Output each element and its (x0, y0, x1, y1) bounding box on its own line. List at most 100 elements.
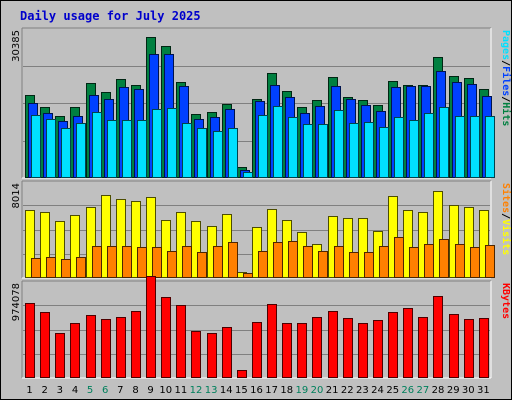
legend-visits: Visits (500, 219, 512, 255)
x-tick-label: 31 (477, 385, 490, 396)
bar-sites-day-13 (213, 246, 223, 278)
bar-kbytes-day-30 (464, 319, 474, 378)
x-tick-label: 30 (462, 385, 475, 396)
x-tick-label: 19 (296, 385, 309, 396)
x-tick-label: 6 (102, 385, 108, 396)
bar-pages-day-2 (46, 119, 56, 178)
bar-kbytes-day-25 (388, 312, 398, 378)
bar-sites-day-17 (273, 242, 283, 278)
bar-pages-day-31 (485, 116, 495, 178)
bar-kbytes-day-2 (40, 312, 50, 378)
x-tick-label: 23 (356, 385, 369, 396)
bar-sites-day-5 (92, 246, 102, 278)
bar-pages-day-27 (424, 113, 434, 178)
bar-pages-day-19 (303, 124, 313, 178)
x-tick-label: 21 (326, 385, 339, 396)
bar-pages-day-25 (394, 117, 404, 178)
x-tick-label: 26 (401, 385, 414, 396)
panel-hits-files-pages-legend: Pages/Files/Hits (500, 30, 512, 126)
bar-kbytes-day-9 (146, 276, 156, 378)
bar-kbytes-day-5 (86, 315, 96, 378)
x-tick-label: 4 (72, 385, 78, 396)
bar-kbytes-day-19 (297, 323, 307, 378)
bar-pages-day-20 (318, 124, 328, 178)
x-tick-label: 25 (386, 385, 399, 396)
bar-kbytes-day-20 (312, 317, 322, 378)
bar-visits-day-2 (40, 212, 50, 278)
bar-kbytes-day-4 (70, 323, 80, 378)
bar-sites-day-30 (470, 247, 480, 278)
bar-sites-day-19 (303, 246, 313, 278)
x-tick-label: 27 (417, 385, 430, 396)
x-tick-label: 29 (447, 385, 460, 396)
bar-sites-day-23 (364, 252, 374, 278)
bar-pages-day-11 (182, 123, 192, 178)
bar-sites-day-25 (394, 237, 404, 278)
bar-pages-day-29 (455, 116, 465, 178)
bar-pages-day-23 (364, 122, 374, 178)
bar-pages-day-26 (409, 120, 419, 178)
bar-sites-day-6 (107, 246, 117, 278)
panel-visits-sites-ymax-label: 8014 (11, 183, 22, 208)
x-tick-label: 20 (311, 385, 324, 396)
bar-pages-day-1 (31, 115, 41, 178)
bar-kbytes-day-1 (25, 303, 35, 378)
x-tick-label: 18 (280, 385, 293, 396)
bar-kbytes-day-10 (161, 297, 171, 378)
bar-sites-day-7 (122, 246, 132, 278)
x-tick-label: 10 (159, 385, 172, 396)
bar-sites-day-2 (46, 257, 56, 278)
bar-visits-day-30 (464, 207, 474, 278)
bar-kbytes-day-29 (449, 314, 459, 378)
bar-pages-day-4 (76, 123, 86, 178)
bar-sites-day-21 (334, 246, 344, 278)
bar-visits-day-8 (131, 201, 141, 278)
x-tick-label: 9 (147, 385, 153, 396)
bar-pages-day-22 (349, 123, 359, 178)
bar-pages-day-5 (92, 112, 102, 178)
legend-pages: Pages (500, 30, 511, 60)
bar-sites-day-20 (318, 251, 328, 278)
bar-pages-day-6 (107, 120, 117, 178)
panel-kbytes-legend: KBytes (500, 283, 511, 319)
panel-kbytes-ymax-label: 974078 (11, 283, 22, 321)
bar-sites-day-15 (243, 273, 253, 278)
bar-kbytes-day-24 (373, 320, 383, 378)
bar-visits-day-7 (116, 199, 126, 278)
legend-files: Files (500, 66, 512, 96)
bar-pages-day-24 (379, 127, 389, 178)
bar-sites-day-9 (152, 247, 162, 278)
bar-pages-day-28 (439, 107, 449, 178)
bar-sites-day-3 (61, 259, 71, 278)
bar-sites-day-28 (439, 239, 449, 278)
bar-pages-day-18 (288, 117, 298, 178)
x-tick-label: 13 (205, 385, 218, 396)
bar-sites-day-24 (379, 246, 389, 278)
bar-kbytes-day-26 (403, 308, 413, 378)
bar-visits-day-28 (433, 191, 443, 278)
legend-sites: Sites (500, 183, 512, 213)
bar-sites-day-27 (424, 244, 434, 278)
bar-kbytes-day-16 (252, 322, 262, 378)
bar-sites-day-11 (182, 246, 192, 278)
bar-pages-day-17 (273, 106, 283, 178)
bar-visits-day-3 (55, 221, 65, 278)
x-tick-label: 2 (42, 385, 48, 396)
bar-visits-day-23 (358, 218, 368, 278)
bar-sites-day-22 (349, 252, 359, 278)
legend-separator: / (500, 96, 511, 102)
legend-hits: Hits (500, 102, 512, 126)
x-tick-label: 14 (220, 385, 233, 396)
bar-pages-day-8 (137, 120, 147, 178)
bar-sites-day-8 (137, 247, 147, 278)
bar-kbytes-day-8 (131, 311, 141, 378)
x-tick-label: 5 (87, 385, 93, 396)
bar-visits-day-1 (25, 210, 35, 278)
bar-sites-day-16 (258, 251, 268, 278)
bar-sites-day-26 (409, 247, 419, 278)
bar-kbytes-day-12 (191, 331, 201, 378)
bar-pages-day-13 (213, 131, 223, 178)
bar-kbytes-day-15 (237, 370, 247, 378)
